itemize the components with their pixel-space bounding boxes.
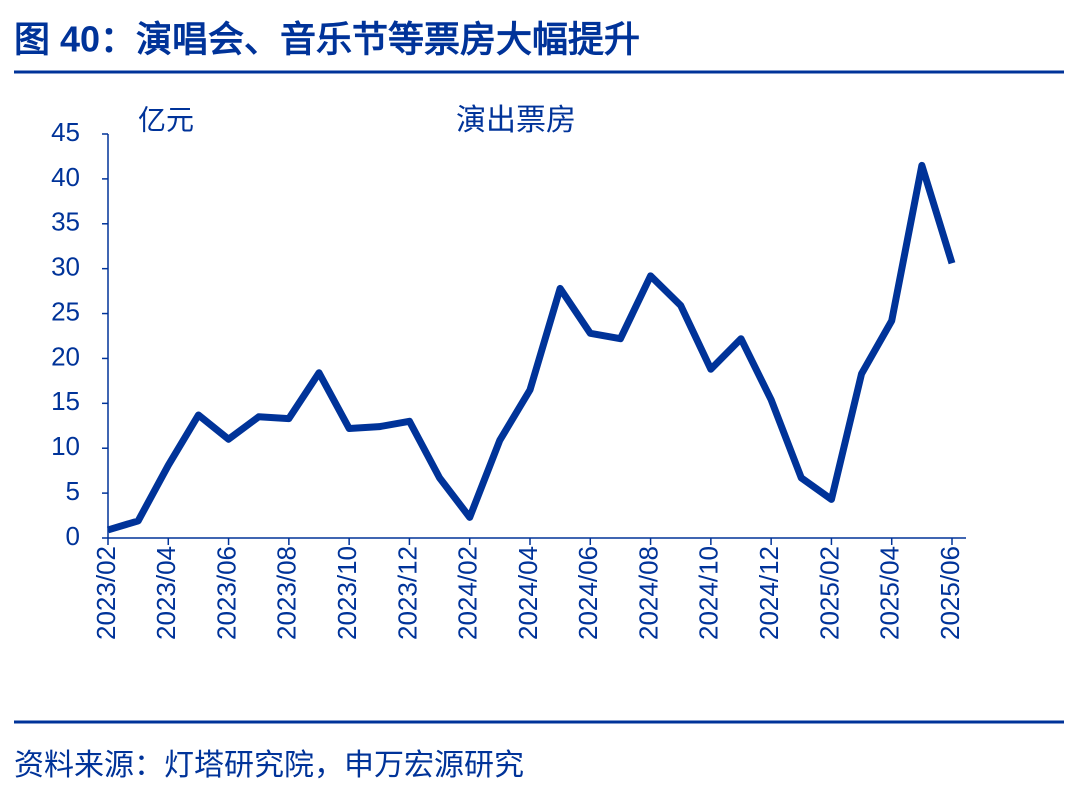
x-tick-label: 2023/12: [392, 546, 422, 640]
y-tick-label: 0: [66, 521, 80, 551]
y-tick-label: 40: [51, 162, 80, 192]
x-tick-label: 2024/08: [633, 546, 663, 640]
x-tick-label: 2023/08: [272, 546, 302, 640]
figure-title: 图 40：演唱会、音乐节等票房大幅提升: [14, 19, 640, 60]
y-tick-label: 20: [51, 341, 80, 371]
y-tick-label: 5: [66, 476, 80, 506]
x-tick-label: 2024/02: [453, 546, 483, 640]
source: 资料来源：灯塔研究院，申万宏源研究: [14, 749, 524, 782]
y-tick-label: 10: [51, 431, 80, 461]
y-axis-label: 亿元: [138, 104, 194, 135]
x-tick-label: 2025/02: [814, 546, 844, 640]
y-tick-label: 35: [51, 207, 80, 237]
y-tick-label: 30: [51, 252, 80, 282]
y-tick-label: 45: [51, 117, 80, 147]
x-tick-label: 2023/02: [91, 546, 121, 640]
y-tick-label: 25: [51, 296, 80, 326]
chart-title: 演出票房: [456, 104, 576, 137]
x-tick-label: 2025/06: [935, 546, 965, 640]
x-tick-label: 2024/06: [573, 546, 603, 640]
y-tick-label: 15: [51, 386, 80, 416]
x-tick-label: 2024/10: [694, 546, 724, 640]
x-tick-label: 2023/04: [151, 546, 181, 640]
data-line: [107, 161, 956, 534]
x-tick-label: 2024/12: [754, 546, 784, 640]
x-tick-label: 2023/10: [332, 546, 362, 640]
x-tick-label: 2024/04: [513, 546, 543, 640]
x-tick-label: 2023/06: [211, 546, 241, 640]
x-tick-label: 2025/04: [875, 546, 905, 640]
